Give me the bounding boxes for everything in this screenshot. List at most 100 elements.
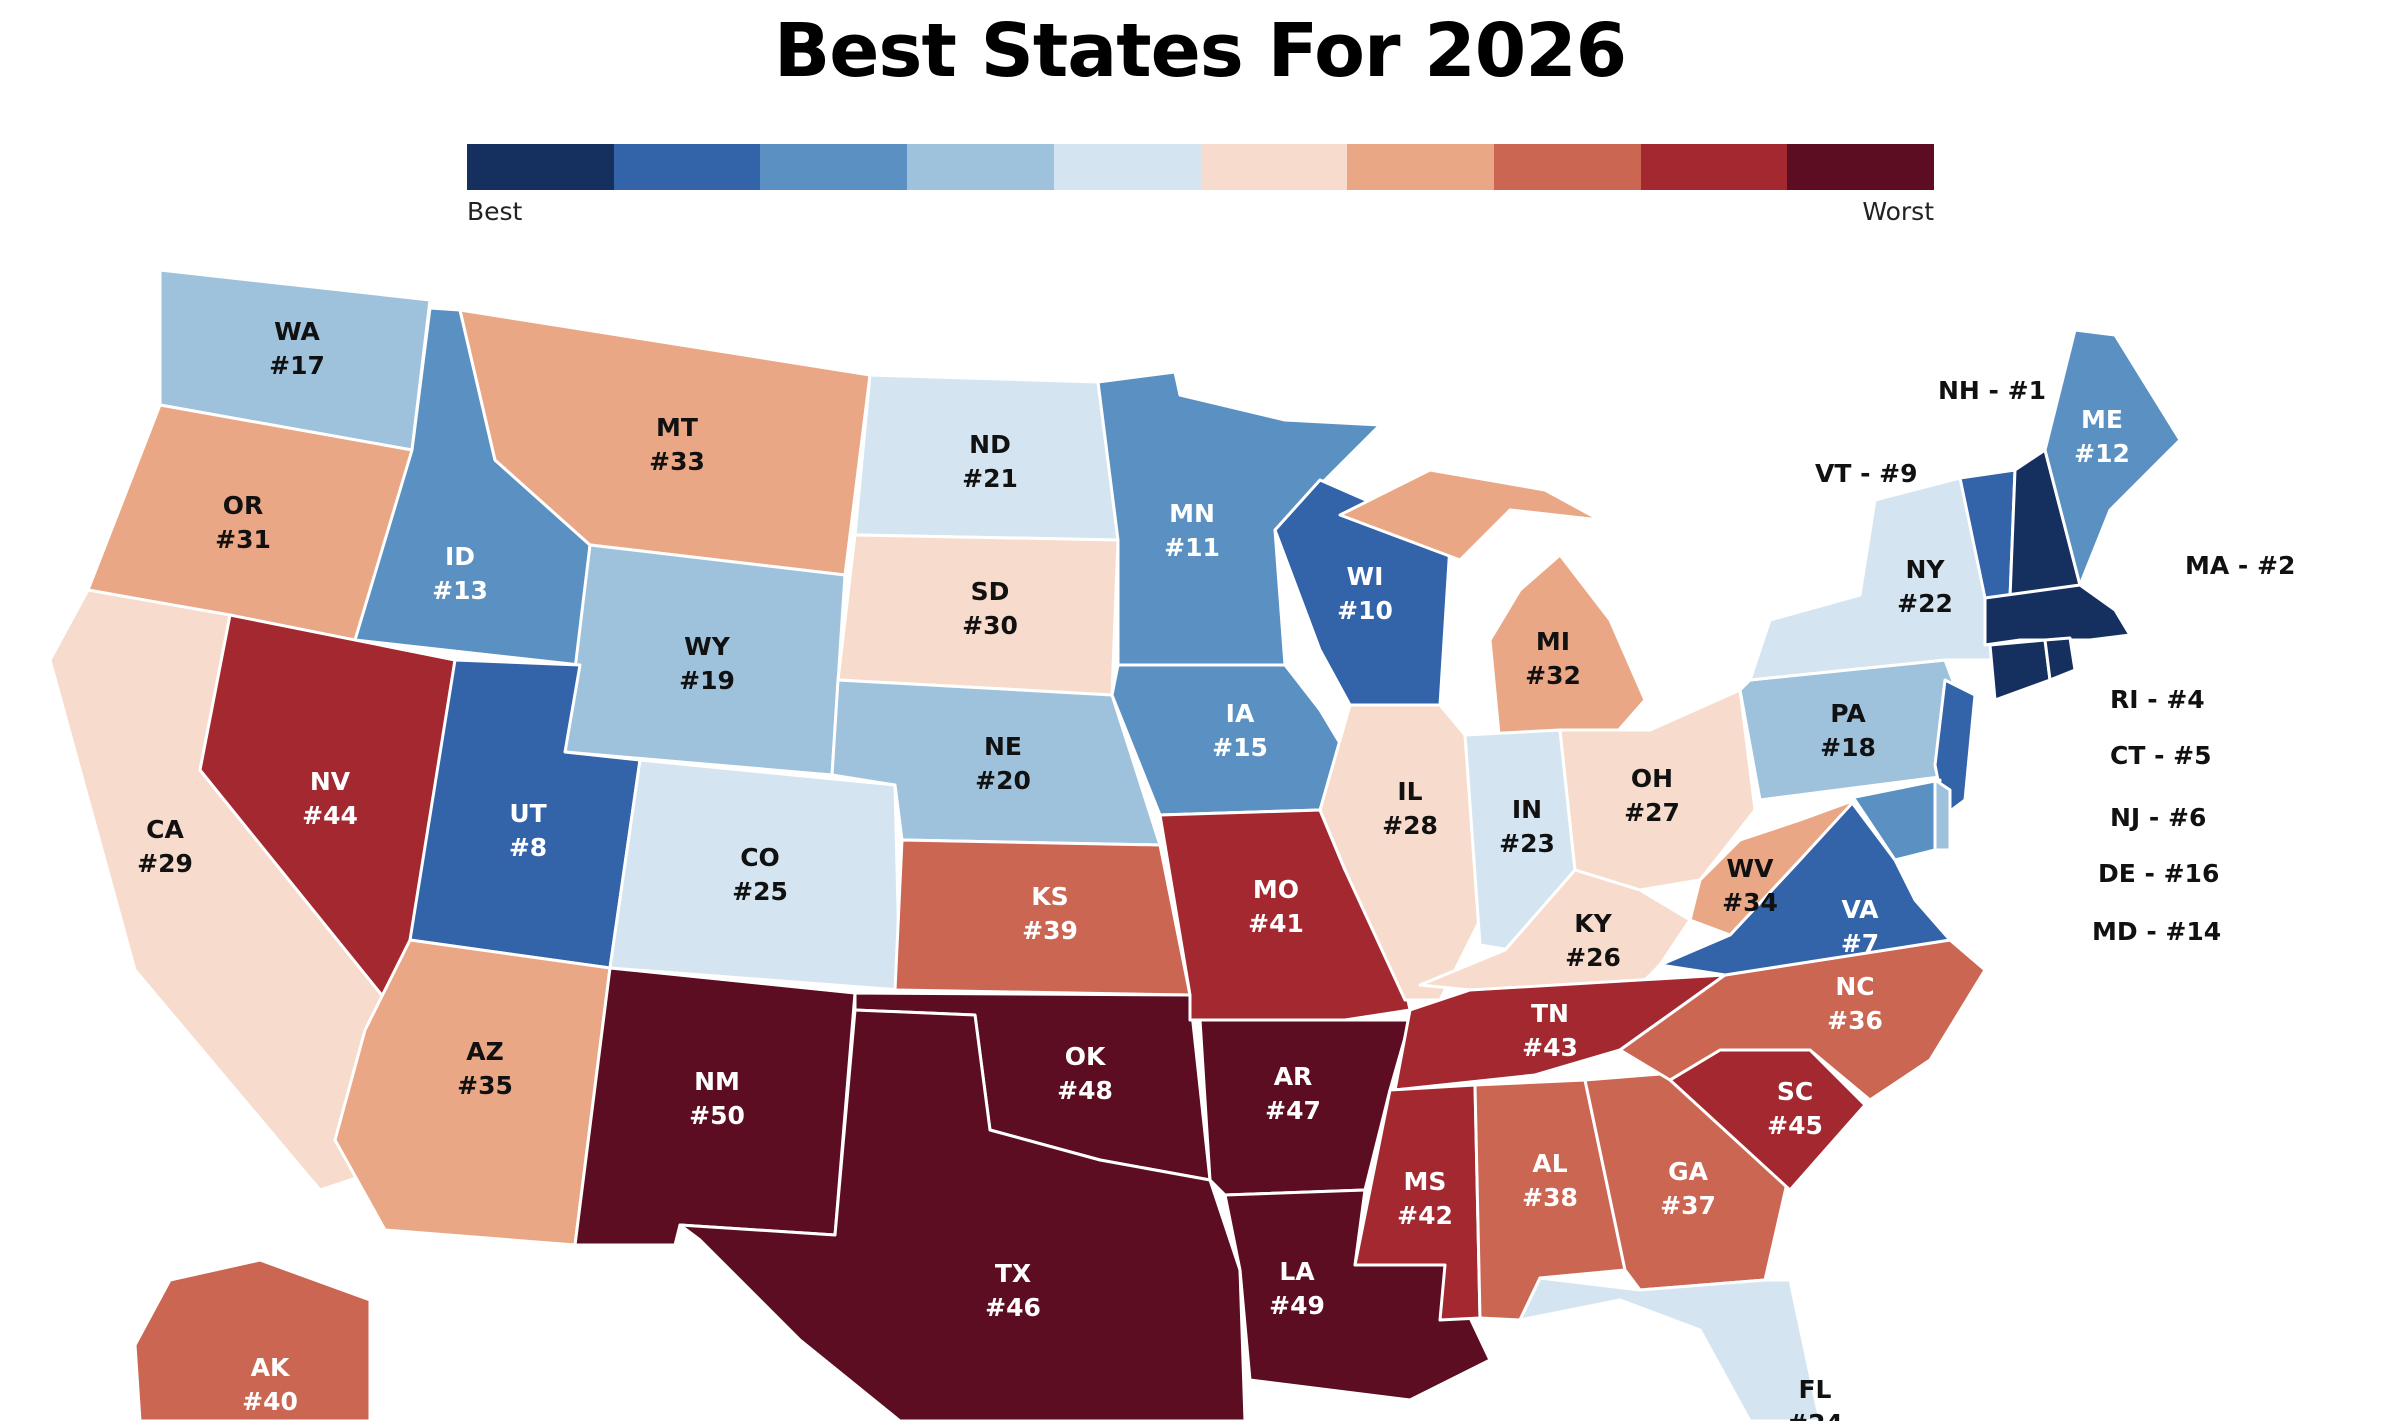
state-rank-AR: #47 bbox=[1265, 1096, 1321, 1125]
state-RI[interactable] bbox=[2043, 636, 2077, 682]
state-rank-IL: #28 bbox=[1382, 811, 1438, 840]
state-TX[interactable] bbox=[678, 1008, 1247, 1421]
state-CO[interactable] bbox=[608, 758, 902, 992]
state-rank-ND: #21 bbox=[962, 464, 1018, 493]
state-label-LA: LA bbox=[1279, 1257, 1315, 1286]
state-rank-WI: #10 bbox=[1337, 596, 1393, 625]
state-AK[interactable] bbox=[133, 1258, 372, 1421]
state-rank-NM: #50 bbox=[689, 1101, 745, 1130]
state-label-PA: PA bbox=[1830, 699, 1866, 728]
state-label-AK: AK bbox=[251, 1353, 291, 1382]
state-rank-LA: #49 bbox=[1269, 1291, 1325, 1320]
callout-VT: VT - #9 bbox=[1815, 459, 1918, 488]
state-CT[interactable] bbox=[1988, 638, 2052, 702]
state-label-ID: ID bbox=[445, 542, 475, 571]
state-WV[interactable] bbox=[1688, 798, 1857, 937]
state-MN[interactable] bbox=[1096, 370, 1382, 667]
state-rank-TX: #46 bbox=[985, 1293, 1041, 1322]
state-label-TX: TX bbox=[995, 1259, 1031, 1288]
state-label-GA: GA bbox=[1668, 1157, 1709, 1186]
state-label-WI: WI bbox=[1347, 562, 1384, 591]
state-label-NY: NY bbox=[1905, 555, 1945, 584]
state-label-UT: UT bbox=[509, 799, 546, 828]
legend-swatch-10 bbox=[1787, 144, 1935, 190]
legend-swatch-8 bbox=[1493, 144, 1641, 190]
state-rank-IN: #23 bbox=[1499, 829, 1555, 858]
state-rank-AK: #40 bbox=[242, 1387, 298, 1416]
legend-swatch-4 bbox=[907, 144, 1054, 190]
callout-NH: NH - #1 bbox=[1938, 376, 2046, 405]
state-rank-WV: #34 bbox=[1722, 888, 1778, 917]
state-MA[interactable] bbox=[1983, 583, 2132, 647]
state-rank-KS: #39 bbox=[1022, 916, 1078, 945]
state-rank-TN: #43 bbox=[1522, 1033, 1578, 1062]
state-label-CO: CO bbox=[740, 843, 780, 872]
state-label-SD: SD bbox=[971, 577, 1010, 606]
state-label-OK: OK bbox=[1065, 1042, 1107, 1071]
state-label-KY: KY bbox=[1574, 909, 1612, 938]
state-rank-WY: #19 bbox=[679, 666, 735, 695]
map-title: Best States For 2026 bbox=[773, 8, 1627, 94]
state-rank-FL: #24 bbox=[1787, 1409, 1843, 1421]
state-label-IN: IN bbox=[1512, 795, 1542, 824]
state-rank-ID: #13 bbox=[432, 576, 488, 605]
legend-swatch-2 bbox=[613, 144, 761, 190]
state-FL[interactable] bbox=[1518, 1276, 1822, 1421]
state-label-KS: KS bbox=[1031, 882, 1068, 911]
color-scale-legend bbox=[467, 144, 1935, 190]
state-MD[interactable] bbox=[1788, 778, 1942, 862]
legend-swatch-3 bbox=[760, 144, 908, 190]
state-rank-PA: #18 bbox=[1820, 733, 1876, 762]
state-rank-UT: #8 bbox=[509, 833, 547, 862]
legend-swatch-6 bbox=[1200, 144, 1348, 190]
state-rank-MT: #33 bbox=[649, 447, 705, 476]
state-rank-AZ: #35 bbox=[457, 1071, 513, 1100]
legend-swatch-1 bbox=[467, 144, 614, 190]
state-NJ[interactable] bbox=[1933, 678, 1977, 817]
callout-DE: DE - #16 bbox=[2098, 859, 2220, 888]
state-label-NV: NV bbox=[310, 767, 351, 796]
state-rank-MI: #32 bbox=[1525, 661, 1581, 690]
state-label-MO: MO bbox=[1253, 875, 1299, 904]
state-label-MI: MI bbox=[1536, 627, 1570, 656]
state-rank-MO: #41 bbox=[1248, 909, 1304, 938]
state-DE[interactable] bbox=[1933, 778, 1952, 852]
state-label-MN: MN bbox=[1169, 499, 1215, 528]
state-label-WY: WY bbox=[684, 632, 731, 661]
callout-NJ: NJ - #6 bbox=[2110, 803, 2207, 832]
state-PA[interactable] bbox=[1738, 658, 1962, 802]
state-label-WA: WA bbox=[274, 317, 320, 346]
state-label-AZ: AZ bbox=[466, 1037, 503, 1066]
state-label-NC: NC bbox=[1835, 972, 1874, 1001]
callout-RI: RI - #4 bbox=[2110, 685, 2205, 714]
callout-MA: MA - #2 bbox=[2185, 551, 2296, 580]
state-label-ND: ND bbox=[969, 430, 1011, 459]
state-rank-SC: #45 bbox=[1767, 1111, 1823, 1140]
state-label-CA: CA bbox=[146, 815, 184, 844]
state-NY[interactable] bbox=[1748, 476, 2002, 682]
state-rank-OK: #48 bbox=[1057, 1076, 1113, 1105]
legend-swatch-9 bbox=[1640, 144, 1788, 190]
state-rank-WA: #17 bbox=[269, 351, 325, 380]
state-rank-OH: #27 bbox=[1624, 798, 1680, 827]
state-rank-NC: #36 bbox=[1827, 1006, 1883, 1035]
state-MI[interactable] bbox=[1338, 468, 1647, 747]
state-rank-IA: #15 bbox=[1212, 733, 1268, 762]
state-rank-SD: #30 bbox=[962, 611, 1018, 640]
state-label-ME: ME bbox=[2081, 405, 2123, 434]
state-rank-OR: #31 bbox=[215, 525, 271, 554]
callout-CT: CT - #5 bbox=[2110, 741, 2212, 770]
state-label-OR: OR bbox=[223, 491, 264, 520]
state-rank-CO: #25 bbox=[732, 877, 788, 906]
state-label-WV: WV bbox=[1727, 854, 1775, 883]
state-label-AL: AL bbox=[1532, 1149, 1567, 1178]
state-LA[interactable] bbox=[1223, 1188, 1492, 1402]
state-label-MT: MT bbox=[656, 413, 698, 442]
state-rank-VA: #7 bbox=[1841, 929, 1879, 958]
callout-MD: MD - #14 bbox=[2092, 917, 2222, 946]
legend-swatch-7 bbox=[1347, 144, 1494, 190]
legend-worst-label: Worst bbox=[1862, 197, 1934, 226]
state-rank-NE: #20 bbox=[975, 766, 1031, 795]
state-label-NE: NE bbox=[984, 732, 1022, 761]
